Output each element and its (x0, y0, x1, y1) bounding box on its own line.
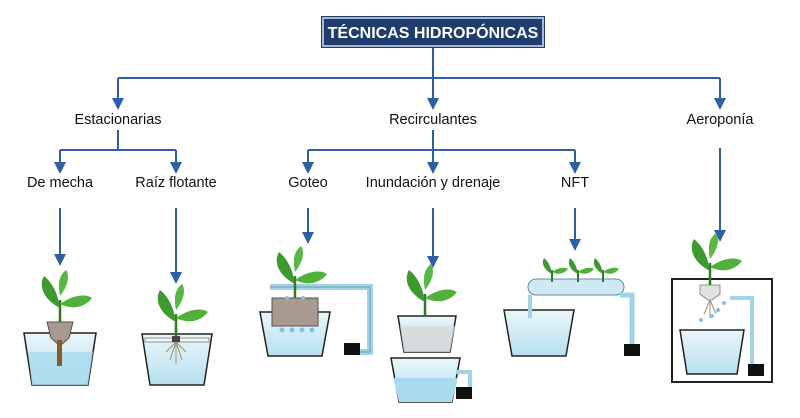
category-recirculating-label: Recirculantes (389, 112, 477, 128)
technique-floating-root-label: Raíz flotante (135, 175, 217, 191)
category-aeroponics-label: Aeroponía (686, 112, 754, 128)
technique-wick-label: De mecha (26, 175, 94, 191)
floating-root-system-illustration (141, 282, 213, 386)
drip-system-illustration (259, 244, 373, 357)
technique-drip-label: Goteo (288, 175, 328, 191)
technique-nft-label: NFT (560, 175, 590, 191)
diagram-title: TÉCNICAS HIDROPÓNICAS (322, 17, 544, 47)
wick-system-illustration (23, 268, 97, 386)
connector-lines (54, 47, 726, 284)
aeroponics-system-illustration (671, 231, 773, 383)
technique-flood-drain-label: Inundación y drenaje (365, 175, 501, 191)
flood-drain-system-illustration (390, 262, 472, 403)
category-stationary-label: Estacionarias (74, 112, 162, 128)
nft-system-illustration (503, 257, 640, 357)
